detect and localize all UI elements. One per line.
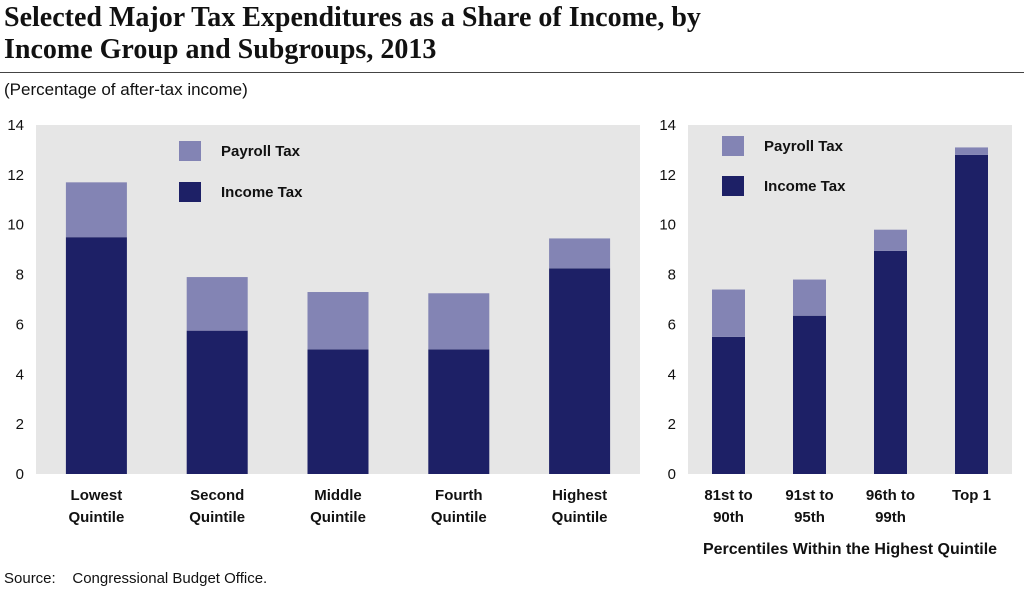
legend-label-payroll: Payroll Tax xyxy=(221,143,301,160)
y-tick-label: 8 xyxy=(668,267,676,284)
source-note: Source: Congressional Budget Office. xyxy=(4,570,268,587)
x-tick-label: Quintile xyxy=(189,509,245,526)
y-tick-label: 12 xyxy=(7,167,24,184)
x-tick-label: 91st to xyxy=(785,487,833,504)
bar-payroll-tax xyxy=(186,277,248,331)
legend-label-payroll: Payroll Tax xyxy=(764,138,844,155)
chart-subtitle: (Percentage of after-tax income) xyxy=(4,80,248,99)
bar-payroll-tax xyxy=(428,293,490,350)
bar-payroll-tax xyxy=(65,182,127,238)
legend-swatch-income xyxy=(722,176,744,196)
x-tick-label: Middle xyxy=(314,487,362,504)
legend-label-income: Income Tax xyxy=(221,184,303,201)
y-tick-label: 10 xyxy=(659,217,676,234)
bar-payroll-tax xyxy=(712,289,745,337)
legend-swatch-income xyxy=(179,182,201,202)
y-tick-label: 2 xyxy=(668,416,676,433)
y-tick-label: 6 xyxy=(16,316,24,333)
x-tick-label: Quintile xyxy=(310,509,366,526)
bar-income-tax xyxy=(955,154,988,474)
bar-income-tax xyxy=(428,349,490,474)
y-tick-label: 0 xyxy=(668,466,676,483)
y-tick-label: 4 xyxy=(16,366,24,383)
x-tick-label: Top 1 xyxy=(952,487,991,504)
x-tick-label: Fourth xyxy=(435,487,482,504)
bar-payroll-tax xyxy=(793,279,826,316)
y-tick-label: 14 xyxy=(7,117,24,134)
title-divider xyxy=(0,72,1024,73)
y-tick-label: 12 xyxy=(659,167,676,184)
x-tick-label: Lowest xyxy=(71,487,123,504)
title-line-2: Income Group and Subgroups, 2013 xyxy=(4,34,437,65)
bar-income-tax xyxy=(186,330,248,474)
bar-income-tax xyxy=(549,268,611,474)
title-line-1: Selected Major Tax Expenditures as a Sha… xyxy=(4,2,701,33)
x-tick-label: 96th to xyxy=(866,487,915,504)
bar-income-tax xyxy=(874,250,907,474)
chart-title: Selected Major Tax Expenditures as a Sha… xyxy=(4,2,1014,66)
bar-payroll-tax xyxy=(874,229,907,251)
bar-income-tax xyxy=(65,237,127,474)
y-tick-label: 14 xyxy=(659,117,676,134)
x-tick-label: 81st to xyxy=(704,487,752,504)
x-tick-label: Quintile xyxy=(68,509,124,526)
bar-income-tax xyxy=(712,336,745,474)
legend-swatch-payroll xyxy=(722,136,744,156)
bar-payroll-tax xyxy=(307,292,369,350)
x-axis-title: Percentiles Within the Highest Quintile xyxy=(703,541,997,558)
x-tick-label: 99th xyxy=(875,509,906,526)
bar-income-tax xyxy=(307,349,369,474)
x-tick-label: 95th xyxy=(794,509,825,526)
bar-income-tax xyxy=(793,315,826,474)
y-tick-label: 8 xyxy=(16,267,24,284)
legend-swatch-payroll xyxy=(179,141,201,161)
x-tick-label: Quintile xyxy=(552,509,608,526)
x-tick-label: Quintile xyxy=(431,509,487,526)
y-tick-label: 2 xyxy=(16,416,24,433)
legend-label-income: Income Tax xyxy=(764,178,846,195)
x-tick-label: Second xyxy=(190,487,244,504)
y-tick-label: 4 xyxy=(668,366,676,383)
x-tick-label: 90th xyxy=(713,509,744,526)
y-tick-label: 0 xyxy=(16,466,24,483)
x-tick-label: Highest xyxy=(552,487,607,504)
y-tick-label: 6 xyxy=(668,316,676,333)
bar-payroll-tax xyxy=(955,147,988,155)
bar-payroll-tax xyxy=(549,238,611,269)
y-tick-label: 10 xyxy=(7,217,24,234)
